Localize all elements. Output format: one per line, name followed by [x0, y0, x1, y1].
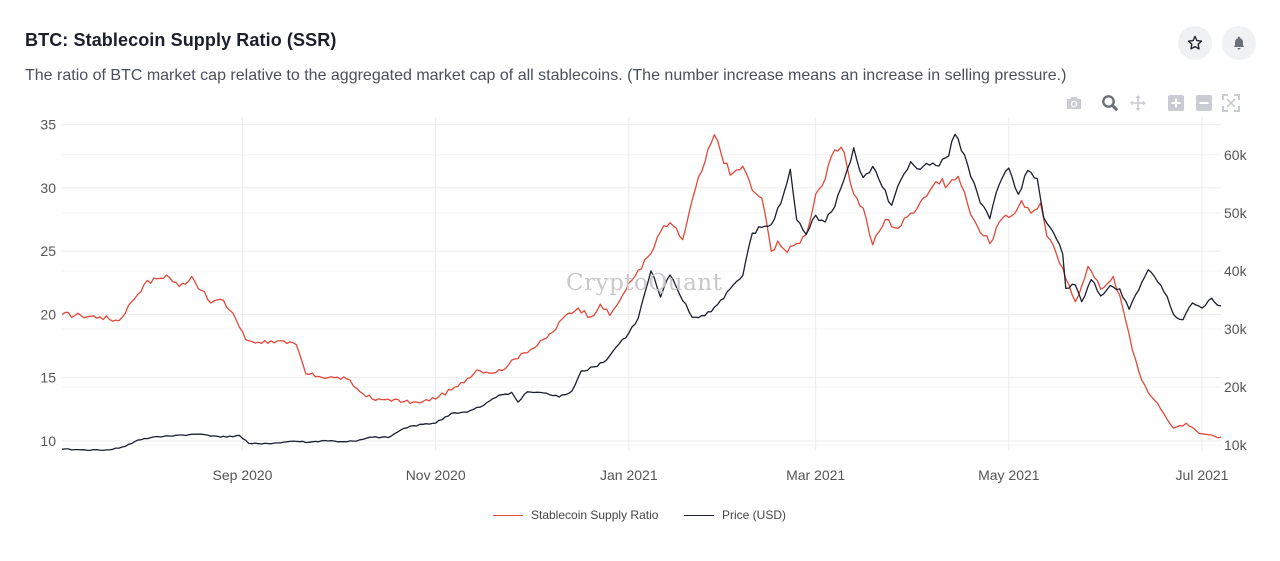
bell-icon	[1231, 35, 1247, 51]
camera-icon	[1065, 95, 1083, 116]
zoom-in-button[interactable]	[1166, 94, 1186, 116]
zoom-icon	[1101, 94, 1119, 117]
grid-lines	[62, 117, 1221, 451]
ssr-line	[61, 134, 1222, 439]
legend-item-price[interactable]: Price (USD)	[684, 508, 786, 522]
x-tick-label: May 2021	[978, 467, 1040, 483]
y-left-tick-label: 30	[40, 180, 56, 196]
y-right-tick-label: 30k	[1224, 321, 1248, 337]
zoom-button[interactable]	[1100, 94, 1120, 117]
legend-label-price: Price (USD)	[722, 508, 787, 522]
zoom-out-button[interactable]	[1194, 94, 1214, 116]
pan-button[interactable]	[1128, 94, 1148, 117]
y-left-tick-label: 10	[40, 433, 56, 449]
legend-label-ssr: Stablecoin Supply Ratio	[531, 508, 659, 522]
chart-subtitle: The ratio of BTC market cap relative to …	[25, 67, 1067, 84]
x-tick-label: Sep 2020	[213, 467, 273, 483]
price-line	[61, 133, 1222, 452]
zoom-in-icon	[1168, 94, 1184, 116]
y-left-tick-label: 15	[40, 370, 56, 386]
legend-swatch-ssr	[493, 514, 523, 516]
x-tick-label: Jan 2021	[600, 467, 658, 483]
legend-swatch-price	[684, 514, 714, 516]
y-right-tick-label: 50k	[1224, 205, 1248, 221]
y-left-tick-label: 35	[40, 117, 56, 133]
zoom-out-icon	[1196, 94, 1212, 116]
y-right-tick-label: 60k	[1224, 147, 1248, 163]
x-tick-label: Nov 2020	[406, 467, 466, 483]
download-png-button[interactable]	[1064, 95, 1084, 115]
y-left-tick-label: 20	[40, 306, 56, 322]
y-right-tick-label: 10k	[1224, 437, 1248, 453]
x-tick-label: Jul 2021	[1176, 467, 1229, 483]
autoscale-icon	[1222, 93, 1240, 117]
legend-item-ssr[interactable]: Stablecoin Supply Ratio	[493, 508, 658, 522]
star-icon	[1186, 34, 1204, 52]
autoscale-button[interactable]	[1221, 93, 1241, 117]
y-right-tick-label: 20k	[1224, 379, 1248, 395]
chart-legend: Stablecoin Supply Ratio Price (USD)	[0, 508, 1280, 526]
chart-title: BTC: Stablecoin Supply Ratio (SSR)	[25, 30, 337, 50]
pan-icon	[1129, 94, 1147, 117]
y-right-tick-label: 40k	[1224, 263, 1248, 279]
y-left-tick-label: 25	[40, 243, 56, 259]
favorite-button[interactable]	[1178, 26, 1212, 60]
alert-button[interactable]	[1222, 26, 1256, 60]
x-tick-label: Mar 2021	[786, 467, 845, 483]
